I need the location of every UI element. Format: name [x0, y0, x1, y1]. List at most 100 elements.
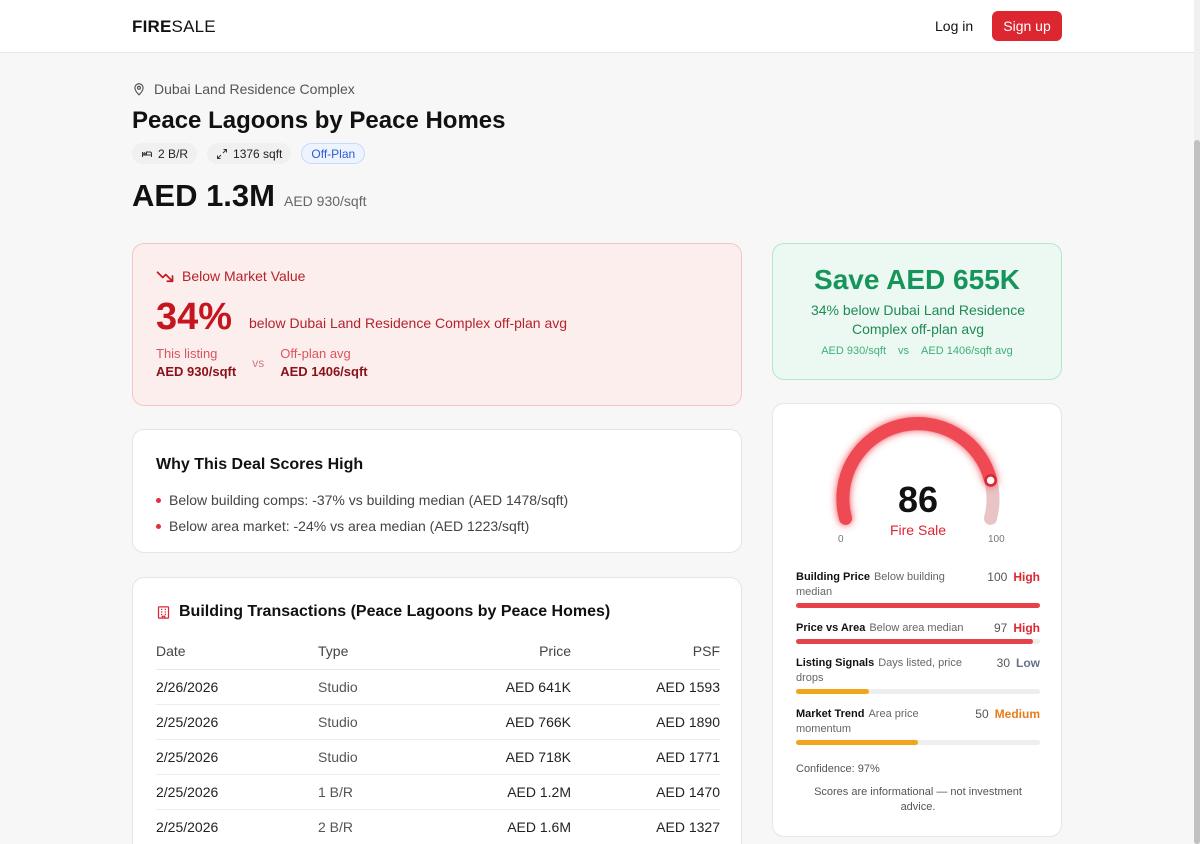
cell-price: AED 766K — [458, 704, 571, 740]
transactions-heading: Building Transactions (Peace Lagoons by … — [179, 603, 611, 620]
savings-card: Save AED 655K 34% below Dubai Land Resid… — [772, 243, 1062, 380]
list-item: Below area market: -24% vs area median (… — [156, 513, 568, 539]
savings-avg-psf: AED 1406/sqft avg — [921, 345, 1013, 357]
transactions-header: Building Transactions (Peace Lagoons by … — [156, 603, 610, 621]
metric-score: 97 — [993, 621, 1008, 635]
below-market-header: Below Market Value — [156, 268, 305, 284]
bed-icon — [142, 151, 152, 157]
cell-psf: AED 1327 — [571, 809, 720, 844]
why-deal-heading: Why This Deal Scores High — [156, 456, 364, 473]
building-transactions-card: Building Transactions (Peace Lagoons by … — [132, 577, 742, 844]
table-row[interactable]: 2/26/2026 Studio AED 641K AED 1593 — [156, 669, 720, 705]
below-market-heading: Below Market Value — [182, 268, 306, 284]
metric-score: 50 — [975, 707, 989, 721]
disclaimer-text: Scores are informational — not investmen… — [814, 786, 1022, 813]
gauge-max-label: 100 — [988, 534, 1005, 545]
table-row[interactable]: 2/25/2026 Studio AED 718K AED 1771 — [156, 739, 720, 775]
col-type: Type — [318, 634, 458, 670]
listing-chips: 2 B/R 1376 sqft Off-Plan — [132, 143, 366, 164]
cell-psf: AED 1890 — [571, 704, 720, 740]
this-listing-value: AED 930/sqft — [156, 364, 237, 379]
trending-down-icon — [156, 271, 174, 283]
metric-name: Listing Signals — [796, 657, 875, 669]
reason-text: Below building comps: -37% vs building m… — [169, 492, 569, 508]
table-row[interactable]: 2/25/2026 2 B/R AED 1.6M AED 1327 — [156, 809, 720, 844]
list-item: Below building comps: -37% vs building m… — [156, 487, 568, 513]
cell-type: 2 B/R — [318, 809, 458, 844]
metric-desc: Below area median — [869, 622, 964, 634]
cell-type: Studio — [318, 739, 458, 775]
gauge-min-label: 0 — [838, 534, 844, 545]
col-price: Price — [458, 634, 571, 670]
location-line: Dubai Land Residence Complex — [132, 81, 355, 97]
firesale-logo[interactable]: FIRESALE — [132, 17, 216, 36]
savings-amount: Save AED 655K — [814, 264, 1020, 295]
bullet-icon — [156, 523, 161, 529]
psf-comparison: This listing AED 930/sqft vs Off-plan av… — [156, 346, 368, 379]
gauge-fill — [836, 417, 998, 525]
below-market-description: below Dubai Land Residence Complex off-p… — [249, 315, 568, 331]
col-date: Date — [156, 634, 318, 670]
metric-level: Medium — [994, 707, 1040, 721]
offplan-avg-block: Off-plan avg AED 1406/sqft — [280, 346, 367, 379]
metric-bar-fill — [796, 689, 870, 694]
why-deal-list: Below building comps: -37% vs building m… — [156, 487, 568, 539]
metric-price-vs-area: Price vs Area Below area median 97 High — [796, 621, 1040, 644]
cell-price: AED 641K — [458, 669, 571, 705]
size-text: 1376 sqft — [233, 146, 283, 161]
table-header-row: Date Type Price PSF — [156, 634, 720, 670]
beds-text: 2 B/R — [158, 146, 189, 161]
metric-name: Building Price — [796, 571, 870, 583]
offplan-avg-value: AED 1406/sqft — [280, 364, 368, 379]
expand-icon — [217, 148, 228, 159]
offplan-avg-label: Off-plan avg — [280, 346, 351, 361]
scrollbar-thumb[interactable] — [1194, 140, 1200, 844]
savings-this-psf: AED 930/sqft — [821, 345, 887, 357]
signup-button[interactable]: Sign up — [992, 11, 1062, 41]
cell-psf: AED 1593 — [571, 669, 720, 705]
below-market-card: Below Market Value 34% below Dubai Land … — [132, 243, 742, 406]
cell-date: 2/25/2026 — [156, 739, 318, 775]
savings-vs: vs — [898, 345, 910, 357]
reason-text: Below area market: -24% vs area median (… — [169, 518, 530, 534]
score-value: 86 — [897, 479, 939, 520]
cell-date: 2/25/2026 — [156, 809, 318, 844]
confidence-text: Confidence: 97% — [796, 763, 880, 775]
metric-bar — [796, 639, 1040, 644]
table-row[interactable]: 2/25/2026 1 B/R AED 1.2M AED 1470 — [156, 774, 720, 810]
listing-title: Peace Lagoons by Peace Homes — [132, 107, 506, 134]
metric-name: Market Trend — [796, 708, 865, 720]
size-chip: 1376 sqft — [207, 143, 292, 164]
transactions-table: Date Type Price PSF 2/26/2026 Studio AED 6… — [156, 634, 720, 844]
metric-desc: Area price momentum — [796, 708, 919, 735]
savings-subtitle: 34% below Dubai Land Residence Complex o… — [810, 302, 1026, 337]
metric-bar-fill — [796, 639, 1033, 644]
below-market-percent: 34% — [156, 296, 233, 338]
metric-building-price: Building Price Below building median 100 Hi… — [796, 570, 1040, 608]
table-row[interactable]: 2/25/2026 Studio AED 766K AED 1890 — [156, 704, 720, 740]
metric-score: 30 — [996, 656, 1010, 670]
col-psf: PSF — [571, 634, 720, 670]
location-text: Dubai Land Residence Complex — [154, 81, 355, 97]
metric-listing-signals: Listing Signals Days listed, price drops 3… — [796, 656, 1040, 694]
cell-type: Studio — [318, 669, 458, 705]
metric-name: Price vs Area — [796, 622, 866, 634]
beds-chip: 2 B/R — [132, 143, 198, 164]
metric-bar — [796, 603, 1040, 608]
score-gauge — [836, 417, 1000, 525]
top-navbar: FIRESALE Log in Sign up — [0, 0, 1194, 53]
cell-price: AED 1.2M — [458, 774, 571, 810]
offplan-badge: Off-Plan — [301, 143, 366, 164]
this-listing-label: This listing — [156, 346, 218, 361]
login-link[interactable]: Log in — [935, 18, 974, 34]
savings-psf-row: AED 930/sqft vs AED 1406/sqft avg — [773, 345, 1061, 357]
price-value: AED 1.3M — [132, 178, 275, 213]
price-block: AED 1.3M AED 930/sqft — [132, 178, 366, 214]
gauge-marker — [984, 474, 997, 487]
vs-label: vs — [252, 355, 265, 370]
cell-type: Studio — [318, 704, 458, 740]
map-pin-icon — [134, 83, 144, 96]
cell-psf: AED 1470 — [571, 774, 720, 810]
why-deal-card: Why This Deal Scores High Below building… — [132, 429, 742, 553]
cell-date: 2/25/2026 — [156, 704, 318, 740]
